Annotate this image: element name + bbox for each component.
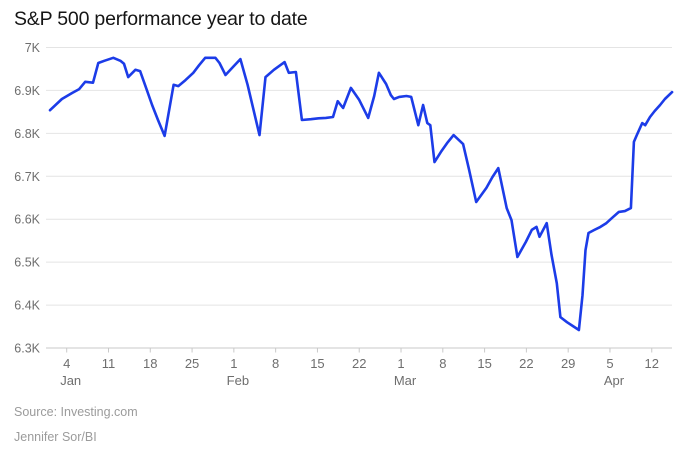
x-tick-label: 12 xyxy=(645,356,659,371)
sp500-series-line xyxy=(48,56,674,332)
x-tick-label: 25 xyxy=(185,356,199,371)
gridlines xyxy=(46,47,672,349)
y-tick-label: 6.6K xyxy=(14,213,40,227)
y-tick-label: 6.7K xyxy=(14,170,40,184)
x-tick-label: 8 xyxy=(272,356,279,371)
credit-text: Jennifer Sor/BI xyxy=(14,430,97,444)
x-tick-label: 29 xyxy=(561,356,575,371)
x-tick-label: 15 xyxy=(477,356,491,371)
x-tick-label: 18 xyxy=(143,356,157,371)
y-tick-label: 6.8K xyxy=(14,127,40,141)
x-tick-label: 1 xyxy=(230,356,237,371)
x-tick-label: 22 xyxy=(519,356,533,371)
y-tick-label: 7K xyxy=(25,41,41,55)
x-tick-label: 5 xyxy=(606,356,613,371)
y-tick-label: 6.9K xyxy=(14,84,40,98)
source-text: Source: Investing.com xyxy=(14,405,138,419)
month-label: Mar xyxy=(394,373,417,388)
x-tick-label: 22 xyxy=(352,356,366,371)
month-label: Feb xyxy=(227,373,249,388)
x-tick-label: 1 xyxy=(397,356,404,371)
month-label: Apr xyxy=(604,373,625,388)
y-tick-label: 6.3K xyxy=(14,342,40,356)
y-tick-label: 6.4K xyxy=(14,299,40,313)
y-tick-label: 6.5K xyxy=(14,256,40,270)
chart-title: S&P 500 performance year to date xyxy=(14,8,308,30)
x-tick-label: 11 xyxy=(102,356,116,371)
x-tick-label: 4 xyxy=(63,356,70,371)
y-axis-labels: 7K 6.9K 6.8K 6.7K 6.6K 6.5K 6.4K 6.3K xyxy=(14,41,40,356)
x-axis: 4 Jan 11 18 25 1 Feb 8 15 22 1 Mar 8 15 22 29 5 Apr 12 xyxy=(60,348,659,388)
x-tick-label: 15 xyxy=(310,356,324,371)
month-label: Jan xyxy=(60,373,81,388)
sp500-line-path xyxy=(48,56,674,332)
x-tick-label: 8 xyxy=(439,356,446,371)
